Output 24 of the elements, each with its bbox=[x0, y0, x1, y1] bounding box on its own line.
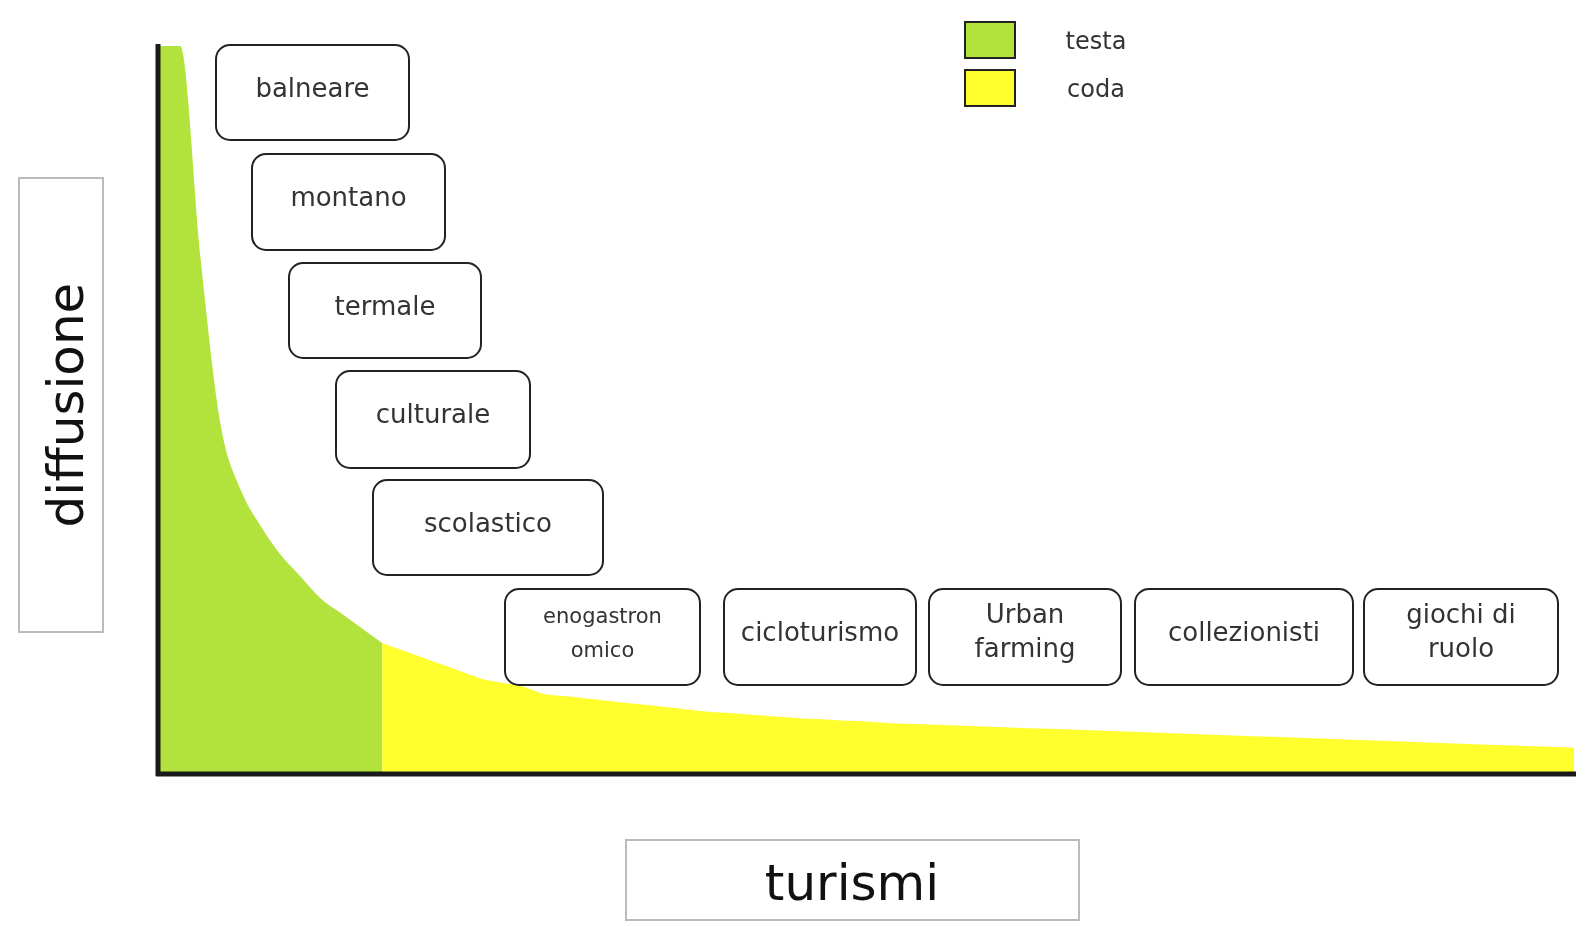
annotation: balneare bbox=[255, 73, 370, 103]
annotation: collezionisti bbox=[1167, 617, 1321, 647]
label-box: cicloturismo bbox=[723, 588, 917, 686]
label-box: enogastron omico bbox=[504, 588, 701, 686]
label-box: montano bbox=[251, 153, 446, 251]
y-axis-title: diffusione bbox=[37, 282, 95, 528]
label-box: termale bbox=[288, 262, 482, 359]
label-box: scolastico bbox=[372, 479, 604, 576]
x-axis-title: turismi bbox=[764, 854, 940, 912]
label-box: giochi di ruolo bbox=[1363, 588, 1559, 686]
annotation: enogastron omico bbox=[543, 604, 662, 662]
annotation: Urban farming bbox=[974, 599, 1076, 663]
legend-label: coda bbox=[1067, 75, 1125, 103]
annotation: scolastico bbox=[423, 508, 553, 538]
label-box: Urban farming bbox=[928, 588, 1122, 686]
annotation: giochi di ruolo bbox=[1406, 599, 1516, 663]
legend-label: testa bbox=[1065, 27, 1127, 55]
annotation: montano bbox=[290, 182, 407, 212]
annotation: culturale bbox=[375, 399, 491, 429]
label-box: collezionisti bbox=[1134, 588, 1354, 686]
annotation: termale bbox=[334, 291, 436, 321]
annotation: cicloturismo bbox=[740, 617, 900, 647]
label-box: balneare bbox=[215, 44, 410, 141]
label-box: culturale bbox=[335, 370, 531, 469]
